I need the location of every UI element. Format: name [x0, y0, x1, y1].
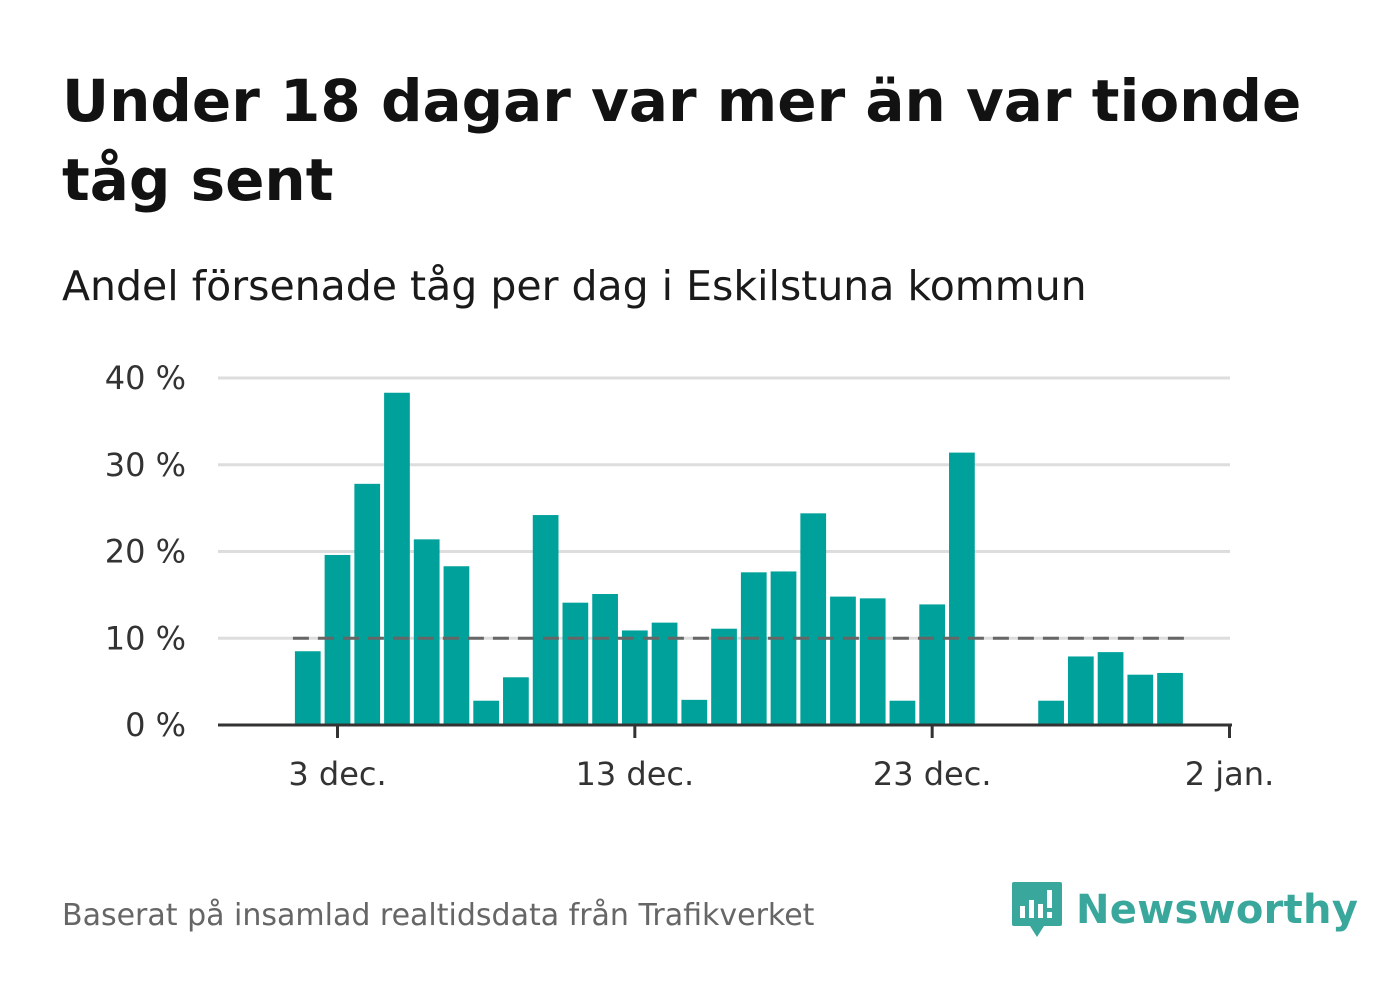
- bar: [1127, 674, 1154, 725]
- x-axis-labels: 3 dec. 13 dec. 23 dec. 2 jan.: [288, 755, 1274, 793]
- bar: [384, 392, 410, 725]
- source-note: Baserat på insamlad realtidsdata från Tr…: [62, 898, 815, 933]
- y-tick-label: 10 %: [105, 619, 186, 657]
- y-tick-label: 40 %: [105, 359, 186, 397]
- bar: [681, 699, 708, 725]
- bar: [1038, 700, 1064, 725]
- bar: [1157, 672, 1183, 725]
- bar: [889, 700, 916, 725]
- bar: [443, 566, 470, 725]
- chart-title: Under 18 dagar var mer än var tionde tåg…: [62, 67, 1302, 214]
- x-tick-label: 3 dec.: [288, 755, 386, 793]
- bar: [1067, 656, 1094, 725]
- bar: [740, 572, 767, 725]
- bar: [413, 539, 440, 725]
- x-tick-label: 23 dec.: [873, 755, 992, 793]
- bar: [562, 602, 589, 725]
- y-axis-labels: 0 % 10 % 20 % 30 % 40 %: [105, 359, 186, 744]
- x-axis: [218, 723, 1232, 738]
- bar: [770, 571, 797, 725]
- bar: [503, 677, 529, 725]
- bar: [800, 513, 827, 725]
- bars: [294, 392, 1183, 725]
- y-tick-label: 30 %: [105, 446, 186, 484]
- logo-text: Newsworthy: [1076, 887, 1359, 933]
- bar: [532, 515, 559, 725]
- chart-subtitle: Andel försenade tåg per dag i Eskilstuna…: [62, 262, 1087, 310]
- bar: [354, 483, 381, 725]
- bar: [621, 630, 648, 725]
- bar: [1097, 652, 1124, 725]
- bar: [324, 554, 351, 725]
- bar: [919, 604, 946, 725]
- y-tick-label: 20 %: [105, 533, 186, 571]
- bar: [859, 598, 886, 725]
- y-tick-label: 0 %: [125, 706, 186, 744]
- bar: [592, 594, 618, 725]
- bar: [949, 452, 975, 725]
- bar: [830, 596, 856, 725]
- bar-chart: 0 % 10 % 20 % 30 % 40 % 3 dec. 13 dec. 23 dec.…: [105, 359, 1275, 793]
- bar: [711, 628, 737, 725]
- newsworthy-logo: Newsworthy: [1010, 880, 1358, 940]
- x-tick-label: 13 dec.: [576, 755, 695, 793]
- newsworthy-logo-icon: [1012, 882, 1062, 937]
- bar: [294, 651, 321, 725]
- bar: [473, 700, 500, 725]
- x-tick-label: 2 jan.: [1185, 755, 1274, 793]
